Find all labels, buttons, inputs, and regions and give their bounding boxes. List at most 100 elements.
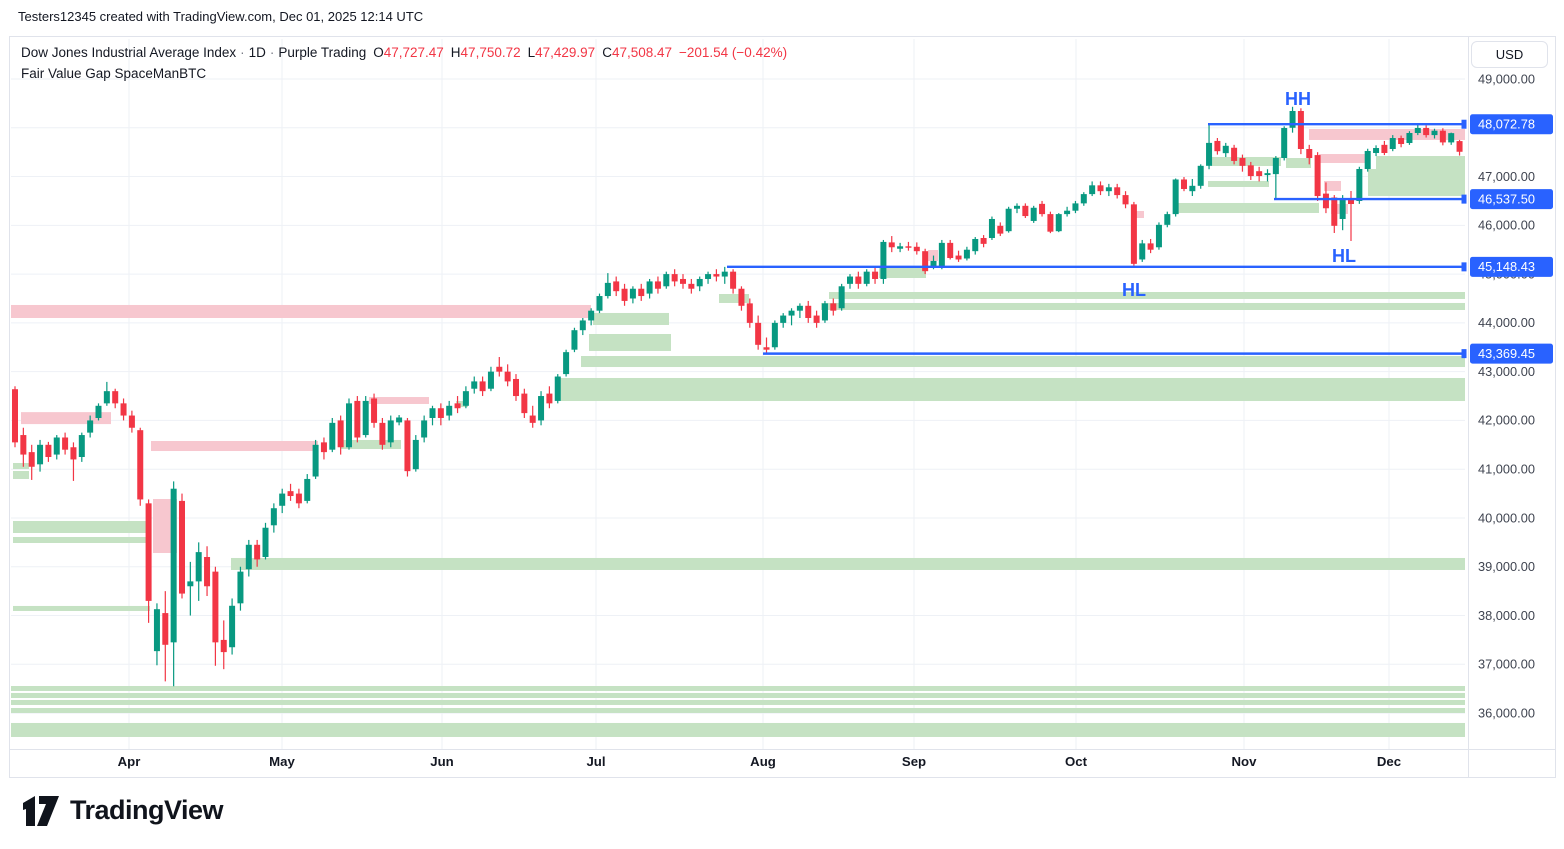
time-axis-label[interactable]: Apr — [118, 754, 141, 769]
price-ray-endcap — [1461, 349, 1467, 359]
candle — [120, 398, 127, 421]
currency-button[interactable]: USD — [1471, 41, 1548, 68]
price-tick-label[interactable]: 46,000.00 — [1478, 218, 1535, 233]
candle — [204, 546, 211, 597]
candle — [1114, 183, 1121, 199]
price-tick-label[interactable]: 49,000.00 — [1478, 71, 1535, 86]
candle-body — [195, 552, 202, 582]
candle — [412, 435, 419, 472]
candle — [847, 274, 853, 289]
candle — [813, 310, 820, 328]
candle — [1423, 125, 1430, 138]
candle-body — [279, 493, 286, 506]
candle-body — [880, 241, 887, 279]
price-tick-label[interactable]: 44,000.00 — [1478, 315, 1535, 330]
time-axis-label[interactable]: Nov — [1232, 754, 1258, 769]
fvg-box-bull — [1376, 156, 1465, 169]
candle — [1080, 192, 1087, 206]
time-axis-label[interactable]: Jul — [586, 754, 605, 769]
time-axis-layer: Apr May Jun Jul Aug Sep Oct Nov Dec — [118, 754, 1401, 769]
candle-body — [997, 225, 1004, 234]
candle-body — [379, 422, 386, 445]
candle-body — [137, 430, 144, 500]
candle-body — [45, 444, 52, 458]
price-rays-layer — [727, 119, 1467, 359]
candle — [1364, 148, 1371, 172]
candle-body — [629, 288, 636, 299]
price-tick-label[interactable]: 41,000.00 — [1478, 462, 1535, 477]
candle-body — [229, 605, 236, 648]
time-axis-label[interactable]: Aug — [750, 754, 776, 769]
candle-body — [1289, 110, 1296, 128]
candle — [354, 396, 361, 443]
candle — [780, 313, 787, 328]
fvg-box-bull — [340, 439, 401, 450]
candle-body — [1264, 173, 1271, 176]
indicator-label[interactable]: Fair Value Gap SpaceManBTC — [21, 66, 207, 81]
price-tick-label[interactable]: 40,000.00 — [1478, 510, 1535, 525]
time-axis-label[interactable]: Dec — [1377, 754, 1401, 769]
candle-body — [755, 322, 762, 345]
candle — [329, 417, 336, 453]
broker-label: Purple Trading — [278, 45, 367, 60]
candle-body — [487, 371, 494, 389]
candle-body — [738, 288, 745, 306]
price-tick-label[interactable]: 39,000.00 — [1478, 559, 1535, 574]
fvg-box-bear — [928, 250, 938, 262]
chart-canvas[interactable]: HHHLHL49,000.0048,000.0047,000.0046,000.… — [10, 37, 1555, 777]
candle — [1448, 132, 1455, 145]
candle-body — [730, 271, 737, 289]
price-tick-label[interactable]: 37,000.00 — [1478, 657, 1535, 672]
candle-body — [1130, 204, 1137, 264]
low-label: L — [527, 45, 536, 60]
time-axis-label[interactable]: May — [269, 754, 295, 769]
candle — [755, 315, 762, 350]
candle — [913, 242, 920, 255]
candle-body — [504, 371, 511, 382]
interval-label[interactable]: 1D — [248, 45, 266, 60]
candle-body — [1122, 195, 1129, 205]
candle-body — [1114, 187, 1121, 196]
candle — [70, 442, 77, 481]
symbol-title[interactable]: Dow Jones Industrial Average Index — [21, 45, 237, 60]
price-tick-label[interactable]: 42,000.00 — [1478, 413, 1535, 428]
candle — [437, 403, 444, 426]
candle — [671, 269, 678, 287]
time-axis-label[interactable]: Oct — [1065, 754, 1088, 769]
candle — [838, 283, 845, 311]
time-axis-label[interactable]: Jun — [430, 754, 453, 769]
candle — [78, 432, 85, 462]
candle-body — [1155, 224, 1162, 248]
tradingview-logo[interactable]: TradingView — [22, 795, 224, 826]
candle — [421, 415, 428, 443]
fvg-box-bull — [829, 292, 1465, 299]
price-tick-label[interactable]: 47,000.00 — [1478, 169, 1535, 184]
candle-body — [12, 389, 18, 443]
fvg-box-bear — [11, 304, 591, 318]
price-tick-label[interactable]: 36,000.00 — [1478, 705, 1535, 720]
candle-wick — [72, 442, 75, 481]
candle-body — [972, 238, 979, 252]
candle-body — [705, 274, 712, 279]
time-axis-separator[interactable] — [10, 749, 1555, 750]
candle — [1331, 195, 1338, 233]
candle — [563, 349, 570, 377]
candle — [855, 271, 862, 289]
candle — [947, 239, 954, 260]
symbol-row[interactable]: Dow Jones Industrial Average Index · 1D · Pu… — [21, 42, 787, 63]
candle-body — [1197, 165, 1204, 186]
candle-body — [37, 444, 44, 465]
candle-body — [1022, 205, 1029, 217]
time-axis-label[interactable]: Sep — [902, 754, 926, 769]
candle-body — [1164, 214, 1171, 225]
candle — [212, 566, 219, 666]
candle-body — [521, 393, 528, 414]
candle-body — [1214, 140, 1221, 152]
candle — [1022, 203, 1029, 219]
price-tick-label[interactable]: 38,000.00 — [1478, 608, 1535, 623]
candle — [1281, 126, 1288, 161]
price-axis-separator[interactable] — [1468, 37, 1469, 777]
candle — [279, 488, 286, 514]
price-tick-label[interactable]: 43,000.00 — [1478, 364, 1535, 379]
candle-body — [1373, 148, 1380, 153]
